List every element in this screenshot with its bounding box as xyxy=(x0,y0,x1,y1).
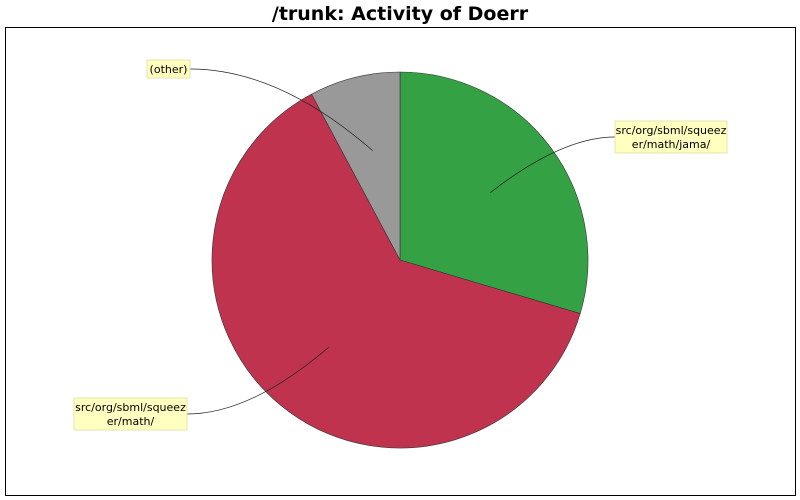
label-connector xyxy=(186,347,329,415)
slice-label-box xyxy=(614,120,728,154)
pie-slices xyxy=(211,71,589,449)
slice-label-text: src/org/sbml/squeez xyxy=(616,124,727,137)
slice-label-box xyxy=(146,59,191,79)
slice-label-box xyxy=(73,397,188,431)
slice-label-text: src/org/sbml/squeez xyxy=(75,401,186,414)
slice-label-text: (other) xyxy=(150,63,188,76)
slice-label-text: er/math/ xyxy=(107,415,155,428)
label-connector xyxy=(490,136,616,193)
pie-slice xyxy=(399,71,589,314)
slice-label-text: er/math/jama/ xyxy=(632,138,711,151)
pie-slice xyxy=(211,93,581,449)
pie-labels: src/org/sbml/squeezer/math/jama/src/org/… xyxy=(73,59,728,431)
pie-slice xyxy=(311,71,401,261)
label-connector xyxy=(189,68,373,151)
chart-title: /trunk: Activity of Doerr xyxy=(271,3,529,25)
